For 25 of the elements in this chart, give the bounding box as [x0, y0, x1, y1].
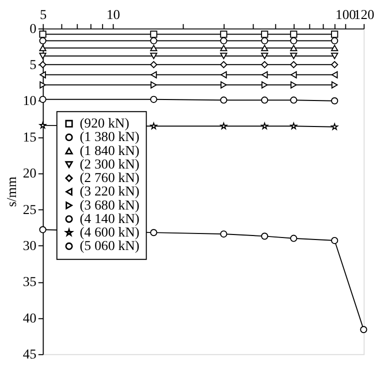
y-tick-label: 30 [22, 238, 37, 253]
legend-label: (4 140 kN) [80, 210, 140, 226]
legend-label: (4 600 kN) [80, 224, 140, 240]
y-tick-label: 45 [22, 346, 37, 362]
x-tick-label: 100 [336, 7, 356, 22]
y-tick-label: 10 [22, 93, 37, 108]
y-tick-label: 15 [22, 129, 37, 144]
y-tick-label: 5 [30, 57, 37, 72]
legend-label: (920 kN) [80, 116, 130, 131]
y-tick-label: 0 [30, 20, 37, 36]
y-axis-title: s/mm [4, 176, 20, 207]
legend-label: (2 300 kN) [80, 156, 140, 172]
legend-label: (3 220 kN) [80, 184, 140, 199]
x-tick-label: 5 [40, 7, 47, 22]
legend-label: (1 840 kN) [80, 142, 140, 158]
legend-label: (2 760 kN) [80, 170, 140, 186]
legend-label: (1 380 kN) [80, 129, 140, 144]
legend-label: (3 680 kN) [80, 197, 140, 212]
y-tick-label: 25 [22, 202, 37, 217]
x-tick-label: 10 [106, 7, 120, 22]
y-tick-label: 35 [22, 274, 37, 290]
y-tick-label: 20 [22, 166, 37, 181]
legend-label: (5 060 kN) [80, 238, 140, 254]
y-tick-label: 40 [22, 310, 37, 326]
x-tick-label: 120 [354, 7, 375, 22]
